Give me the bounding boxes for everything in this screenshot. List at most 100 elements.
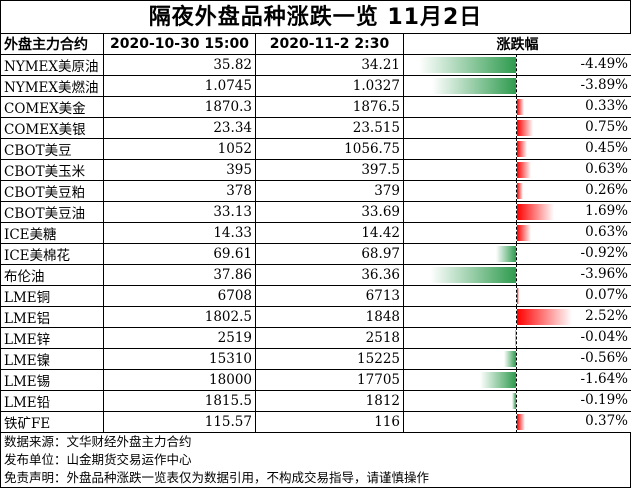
change-bar [517,162,531,178]
contract-name: CBOT美豆 [1,139,104,160]
curr-price: 116 [256,412,404,433]
curr-price: 1848 [256,307,404,328]
zero-axis [516,370,517,391]
change-bar [517,99,524,115]
curr-price: 36.36 [256,265,404,286]
change-cell: 0.75% [404,118,631,139]
contract-name: COMEX美金 [1,97,104,118]
change-percent: -0.56% [581,349,628,368]
change-bar [419,57,516,73]
change-percent: 0.26% [585,181,628,200]
curr-price: 14.42 [256,223,404,244]
footer-source: 数据来源：文华财经外盘主力合约 [4,433,630,451]
zero-axis [516,328,517,349]
header-name: 外盘主力合约 [1,34,104,55]
prev-price: 1052 [104,139,256,160]
change-bar [512,393,516,409]
change-cell: 0.33% [404,97,631,118]
zero-axis [516,349,517,370]
change-percent: 0.07% [585,286,628,305]
contract-name: LME锡 [1,370,104,391]
change-cell: 0.45% [404,139,631,160]
change-percent: 0.63% [585,223,628,242]
change-bar [430,267,516,283]
curr-price: 1876.5 [256,97,404,118]
change-cell: -0.92% [404,244,631,265]
curr-price: 1.0327 [256,76,404,97]
contract-name: NYMEX美原油 [1,55,104,76]
prev-price: 378 [104,181,256,202]
change-bar [504,351,516,367]
contract-name: NYMEX美燃油 [1,76,104,97]
zero-axis [516,265,517,286]
change-percent: 0.75% [585,118,628,137]
curr-price: 23.515 [256,118,404,139]
contract-name: ICE美糖 [1,223,104,244]
prev-price: 2519 [104,328,256,349]
change-bar [480,372,516,388]
prev-price: 115.57 [104,412,256,433]
footer-disclaimer: 免责声明：外盘品种涨跌一览表仅为数据引用，不构成交易指导，请谨慎操作 [4,469,630,487]
change-percent: 2.52% [585,307,628,326]
curr-price: 68.97 [256,244,404,265]
change-cell: -4.49% [404,55,631,76]
prev-price: 1815.5 [104,391,256,412]
prev-price: 1870.3 [104,97,256,118]
curr-price: 15225 [256,349,404,370]
change-cell: 0.37% [404,412,631,433]
header-prev: 2020-10-30 15:00 [104,34,256,55]
contract-name: 布伦油 [1,265,104,286]
change-bar [517,414,525,430]
change-cell: -0.19% [404,391,631,412]
header-curr: 2020-11-2 2:30 [256,34,404,55]
contract-name: CBOT美豆油 [1,202,104,223]
contract-name: LME铅 [1,391,104,412]
change-cell: 1.69% [404,202,631,223]
prev-price: 1.0745 [104,76,256,97]
prev-price: 6708 [104,286,256,307]
prev-price: 1802.5 [104,307,256,328]
change-bar [517,120,533,136]
prev-price: 69.61 [104,244,256,265]
contract-name: LME镍 [1,349,104,370]
curr-price: 397.5 [256,160,404,181]
change-bar [517,288,519,304]
contract-name: LME锌 [1,328,104,349]
change-percent: -3.96% [581,265,628,284]
header-change: 涨跌幅 [404,34,631,55]
zero-axis [516,391,517,412]
change-percent: -0.92% [581,244,628,263]
zero-axis [516,244,517,265]
quote-table: 外盘主力合约 2020-10-30 15:00 2020-11-2 2:30 涨… [0,33,631,433]
change-cell: -1.64% [404,370,631,391]
change-percent: -3.89% [581,76,628,95]
change-cell: 0.63% [404,160,631,181]
contract-name: LME铝 [1,307,104,328]
footer-publisher: 发布单位：山金期货交易运作中心 [4,451,630,469]
change-percent: -0.19% [581,391,628,410]
change-bar [517,204,554,220]
change-cell: -3.96% [404,265,631,286]
change-bar [517,141,527,157]
change-percent: 0.33% [585,97,628,116]
prev-price: 37.86 [104,265,256,286]
quote-sheet: 隔夜外盘品种涨跌一览 11月2日 外盘主力合约 2020-10-30 15:00… [0,0,631,465]
footer-notes: 数据来源：文华财经外盘主力合约 发布单位：山金期货交易运作中心 免责声明：外盘品… [0,433,631,488]
curr-price: 1812 [256,391,404,412]
prev-price: 15310 [104,349,256,370]
change-bar [432,78,516,94]
